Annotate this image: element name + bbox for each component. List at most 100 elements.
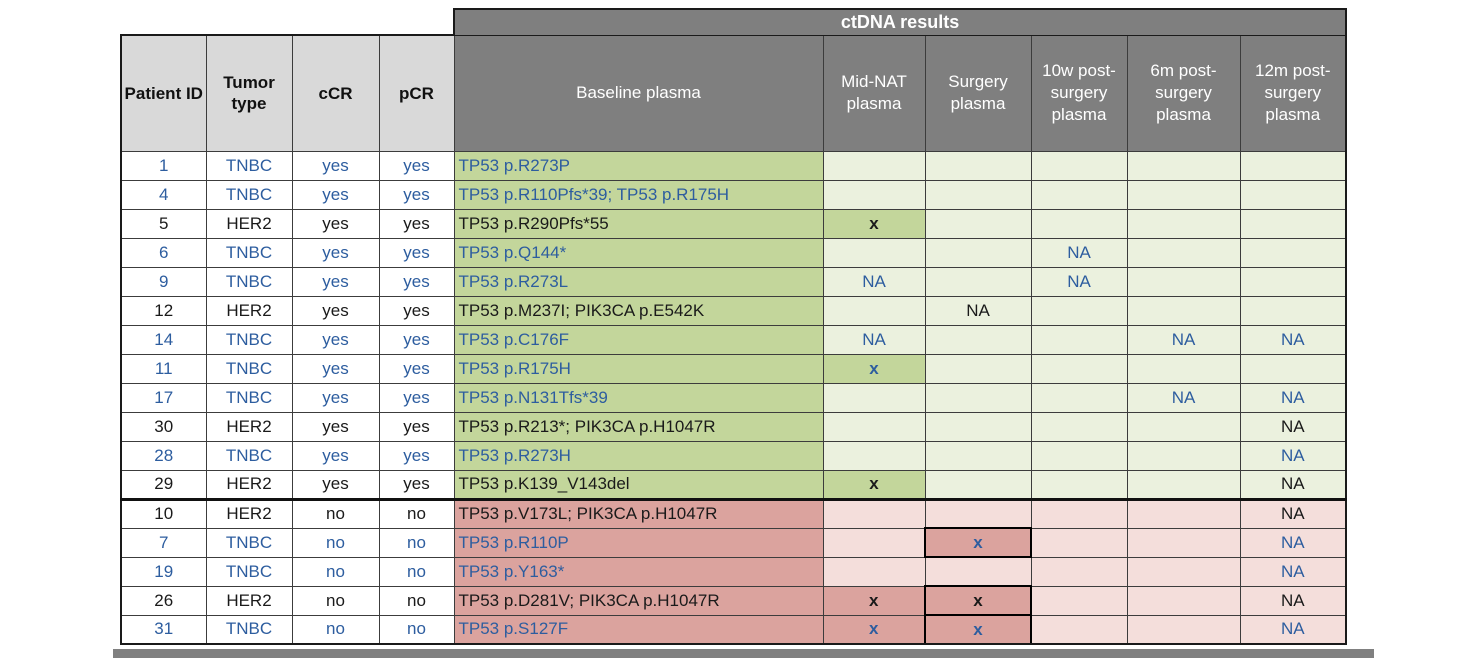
cell-pcr: no	[378, 585, 455, 616]
cell-surgery-plasma	[924, 208, 1032, 239]
cell-mid-nat-plasma	[822, 527, 926, 558]
window-edge-bar	[113, 649, 1374, 658]
cell-6m-post-surgery-plasma	[1126, 150, 1241, 181]
cell-10w-post-surgery-plasma	[1030, 353, 1128, 384]
col-header-pcr: pCR	[378, 34, 455, 152]
cell-6m-post-surgery-plasma	[1126, 556, 1241, 587]
cell-ccr: yes	[291, 150, 380, 181]
cell-tumor-type: HER2	[205, 585, 293, 616]
cell-ccr: yes	[291, 353, 380, 384]
cell-10w-post-surgery-plasma	[1030, 469, 1128, 500]
cell-surgery-plasma	[924, 237, 1032, 268]
cell-mid-nat-plasma: NA	[822, 324, 926, 355]
cell-surgery-plasma: x	[924, 527, 1032, 558]
cell-tumor-type: HER2	[205, 411, 293, 442]
cell-patient-id: 12	[120, 295, 207, 326]
cell-mid-nat-plasma: x	[822, 469, 926, 500]
cell-12m-post-surgery-plasma	[1239, 150, 1348, 181]
cell-baseline-plasma: TP53 p.S127F	[453, 614, 824, 645]
cell-patient-id: 7	[120, 527, 207, 558]
cell-mid-nat-plasma	[822, 497, 926, 529]
cell-12m-post-surgery-plasma	[1239, 179, 1348, 210]
cell-6m-post-surgery-plasma	[1126, 585, 1241, 616]
cell-12m-post-surgery-plasma: NA	[1239, 556, 1348, 587]
col-header-mid-nat-plasma: Mid-NAT plasma	[822, 34, 926, 152]
cell-tumor-type: TNBC	[205, 440, 293, 471]
cell-6m-post-surgery-plasma	[1126, 266, 1241, 297]
cell-baseline-plasma: TP53 p.R290Pfs*55	[453, 208, 824, 239]
cell-baseline-plasma: TP53 p.V173L; PIK3CA p.H1047R	[453, 497, 824, 529]
cell-tumor-type: TNBC	[205, 556, 293, 587]
cell-ccr: no	[291, 585, 380, 616]
cell-baseline-plasma: TP53 p.M237I; PIK3CA p.E542K	[453, 295, 824, 326]
cell-6m-post-surgery-plasma	[1126, 411, 1241, 442]
cell-baseline-plasma: TP53 p.R273P	[453, 150, 824, 181]
cell-surgery-plasma: x	[924, 585, 1032, 616]
cell-surgery-plasma	[924, 497, 1032, 529]
cell-10w-post-surgery-plasma	[1030, 179, 1128, 210]
cell-ccr: no	[291, 497, 380, 529]
cell-6m-post-surgery-plasma	[1126, 440, 1241, 471]
cell-12m-post-surgery-plasma: NA	[1239, 497, 1348, 529]
cell-10w-post-surgery-plasma	[1030, 324, 1128, 355]
cell-patient-id: 1	[120, 150, 207, 181]
cell-mid-nat-plasma	[822, 295, 926, 326]
cell-pcr: yes	[378, 237, 455, 268]
cell-baseline-plasma: TP53 p.R110P	[453, 527, 824, 558]
cell-surgery-plasma	[924, 179, 1032, 210]
cell-pcr: yes	[378, 295, 455, 326]
col-header-surgery-plasma: Surgery plasma	[924, 34, 1032, 152]
cell-tumor-type: TNBC	[205, 353, 293, 384]
cell-tumor-type: HER2	[205, 208, 293, 239]
cell-mid-nat-plasma: x	[822, 614, 926, 645]
cell-6m-post-surgery-plasma	[1126, 614, 1241, 645]
cell-mid-nat-plasma	[822, 237, 926, 268]
cell-6m-post-surgery-plasma: NA	[1126, 324, 1241, 355]
cell-6m-post-surgery-plasma	[1126, 469, 1241, 500]
cell-tumor-type: TNBC	[205, 324, 293, 355]
cell-patient-id: 28	[120, 440, 207, 471]
cell-ccr: yes	[291, 440, 380, 471]
cell-12m-post-surgery-plasma: NA	[1239, 411, 1348, 442]
cell-12m-post-surgery-plasma: NA	[1239, 382, 1348, 413]
cell-baseline-plasma: TP53 p.N131Tfs*39	[453, 382, 824, 413]
cell-tumor-type: TNBC	[205, 150, 293, 181]
cell-mid-nat-plasma	[822, 179, 926, 210]
cell-tumor-type: TNBC	[205, 266, 293, 297]
cell-ccr: yes	[291, 295, 380, 326]
cell-ccr: yes	[291, 237, 380, 268]
cell-surgery-plasma	[924, 382, 1032, 413]
cell-patient-id: 19	[120, 556, 207, 587]
cell-mid-nat-plasma	[822, 150, 926, 181]
col-header-patient-id: Patient ID	[120, 34, 207, 152]
cell-pcr: no	[378, 497, 455, 529]
cell-12m-post-surgery-plasma	[1239, 266, 1348, 297]
cell-baseline-plasma: TP53 p.Q144*	[453, 237, 824, 268]
cell-12m-post-surgery-plasma	[1239, 295, 1348, 326]
cell-baseline-plasma: TP53 p.R273L	[453, 266, 824, 297]
cell-surgery-plasma: NA	[924, 295, 1032, 326]
cell-10w-post-surgery-plasma: NA	[1030, 266, 1128, 297]
cell-10w-post-surgery-plasma	[1030, 527, 1128, 558]
cell-6m-post-surgery-plasma: NA	[1126, 382, 1241, 413]
cell-tumor-type: HER2	[205, 497, 293, 529]
cell-surgery-plasma	[924, 556, 1032, 587]
cell-pcr: yes	[378, 469, 455, 500]
cell-pcr: yes	[378, 324, 455, 355]
cell-10w-post-surgery-plasma	[1030, 585, 1128, 616]
cell-surgery-plasma: x	[924, 614, 1032, 645]
cell-surgery-plasma	[924, 353, 1032, 384]
cell-surgery-plasma	[924, 266, 1032, 297]
ctdna-results-table: ctDNA results Patient ID Tumor type cCR pCR B…	[120, 8, 1348, 645]
cell-ccr: no	[291, 556, 380, 587]
cell-mid-nat-plasma	[822, 411, 926, 442]
cell-baseline-plasma: TP53 p.R213*; PIK3CA p.H1047R	[453, 411, 824, 442]
cell-tumor-type: TNBC	[205, 237, 293, 268]
cell-tumor-type: HER2	[205, 295, 293, 326]
cell-10w-post-surgery-plasma	[1030, 556, 1128, 587]
cell-10w-post-surgery-plasma	[1030, 497, 1128, 529]
cell-12m-post-surgery-plasma: NA	[1239, 469, 1348, 500]
cell-6m-post-surgery-plasma	[1126, 497, 1241, 529]
col-header-ccr: cCR	[291, 34, 380, 152]
ctdna-results-group-header: ctDNA results	[452, 8, 1348, 36]
